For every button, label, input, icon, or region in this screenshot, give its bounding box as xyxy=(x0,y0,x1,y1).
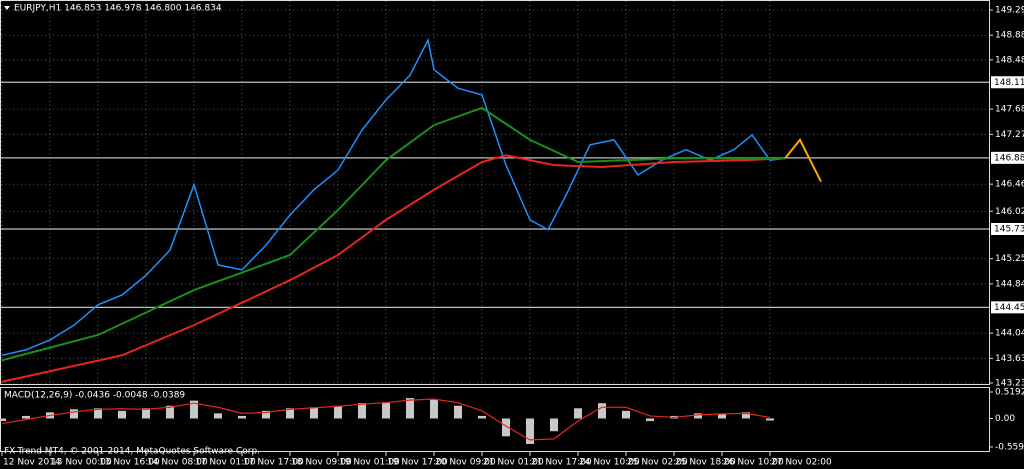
macd-bar xyxy=(382,402,390,419)
macd-bar xyxy=(358,403,366,419)
x-tick-label: 27 Nov 02:00 xyxy=(771,458,832,468)
macd-bar xyxy=(574,408,582,419)
macd-bar xyxy=(526,418,534,444)
x-tick-label: 19 Nov 17:00 xyxy=(387,458,448,468)
x-tick-label: 19 Nov 01:00 xyxy=(339,458,400,468)
y-tick-label: 143.230 xyxy=(995,379,1024,389)
macd-bar xyxy=(286,408,294,419)
macd-bar xyxy=(334,405,342,419)
x-tick-label: 13 Nov 16:00 xyxy=(99,458,160,468)
y-tick-label: 147.270 xyxy=(995,130,1024,140)
y-tick-label: -0.5594 xyxy=(995,443,1024,453)
level-label-box xyxy=(991,76,1024,89)
y-tick-label: 146.020 xyxy=(995,207,1024,217)
x-tick-label: 24 Nov 10:00 xyxy=(579,458,640,468)
macd-bar xyxy=(454,405,462,419)
x-tick-label: 18 Nov 09:00 xyxy=(291,458,352,468)
macd-bar xyxy=(262,410,270,419)
level-label-box xyxy=(991,151,1024,164)
macd-bar xyxy=(166,405,174,419)
y-tick-label: 144.040 xyxy=(995,329,1024,339)
x-tick-label: 17 Nov 01:00 xyxy=(195,458,256,468)
x-tick-label: 17 Nov 17:00 xyxy=(243,458,304,468)
level-label: 146.888 xyxy=(994,153,1024,163)
y-tick-label: 145.250 xyxy=(995,254,1024,264)
macd-bar xyxy=(238,415,246,419)
macd-bar xyxy=(502,418,510,437)
level-label: 145.732 xyxy=(994,224,1024,234)
macd-bar xyxy=(598,403,606,419)
level-label: 144.459 xyxy=(994,303,1024,313)
macd-bar xyxy=(310,407,318,419)
macd-bar xyxy=(766,418,774,421)
y-tick-label: 144.840 xyxy=(995,279,1024,289)
macd-bar xyxy=(694,413,702,419)
macd-bar xyxy=(118,410,126,419)
y-tick-label: 147.680 xyxy=(995,105,1024,115)
macd-title: MACD(12,26,9) -0.0436 -0.0048 -0.0389 xyxy=(4,391,185,401)
macd-bar xyxy=(406,398,414,419)
macd-bar xyxy=(742,412,750,419)
level-label-box xyxy=(991,222,1024,235)
macd-bar xyxy=(214,413,222,419)
x-tick-label: 25 Nov 18:00 xyxy=(675,458,736,468)
y-tick-label: 148.880 xyxy=(995,31,1024,41)
level-label: 148.116 xyxy=(994,78,1024,88)
x-tick-label: 20 Nov 09:00 xyxy=(435,458,496,468)
price-line xyxy=(1,106,785,362)
level-label-box xyxy=(991,301,1024,314)
macd-bar xyxy=(0,418,6,422)
x-tick-label: 26 Nov 10:00 xyxy=(723,458,784,468)
main-panel-frame xyxy=(0,0,990,385)
macd-bar xyxy=(430,399,438,419)
x-tick-label: 12 Nov 2014 xyxy=(3,458,61,468)
y-tick-label: 143.630 xyxy=(995,354,1024,364)
x-tick-label: 21 Nov 01:00 xyxy=(483,458,544,468)
macd-bar xyxy=(94,408,102,419)
y-tick-label: 148.480 xyxy=(995,55,1024,65)
macd-bar xyxy=(22,415,30,419)
menu-arrow xyxy=(4,6,10,10)
macd-bar xyxy=(190,400,198,419)
y-tick-label: 0.5192 xyxy=(995,388,1024,398)
macd-bar xyxy=(70,409,78,419)
chart-header: EURJPY,H1 146.853 146.978 146.800 146.83… xyxy=(14,4,222,14)
signal-line xyxy=(1,398,771,441)
macd-bar xyxy=(478,415,486,419)
macd-bar xyxy=(646,418,654,422)
y-tick-label: 146.460 xyxy=(995,180,1024,190)
footer: FX-Trend MT4, © 2001-2014, MetaQuotes So… xyxy=(4,447,260,457)
macd-bar xyxy=(142,408,150,419)
price-line xyxy=(784,138,822,183)
y-tick-label: 149.290 xyxy=(995,6,1024,16)
x-tick-label: 13 Nov 00:00 xyxy=(51,458,112,468)
x-tick-label: 25 Nov 02:00 xyxy=(627,458,688,468)
macd-bar xyxy=(718,414,726,419)
x-tick-label: 14 Nov 08:00 xyxy=(147,458,208,468)
y-tick-label: 0.00 xyxy=(995,414,1015,424)
macd-bar xyxy=(622,410,630,419)
macd-bar xyxy=(550,418,558,432)
price-line xyxy=(1,154,786,383)
x-tick-label: 21 Nov 17:00 xyxy=(531,458,592,468)
